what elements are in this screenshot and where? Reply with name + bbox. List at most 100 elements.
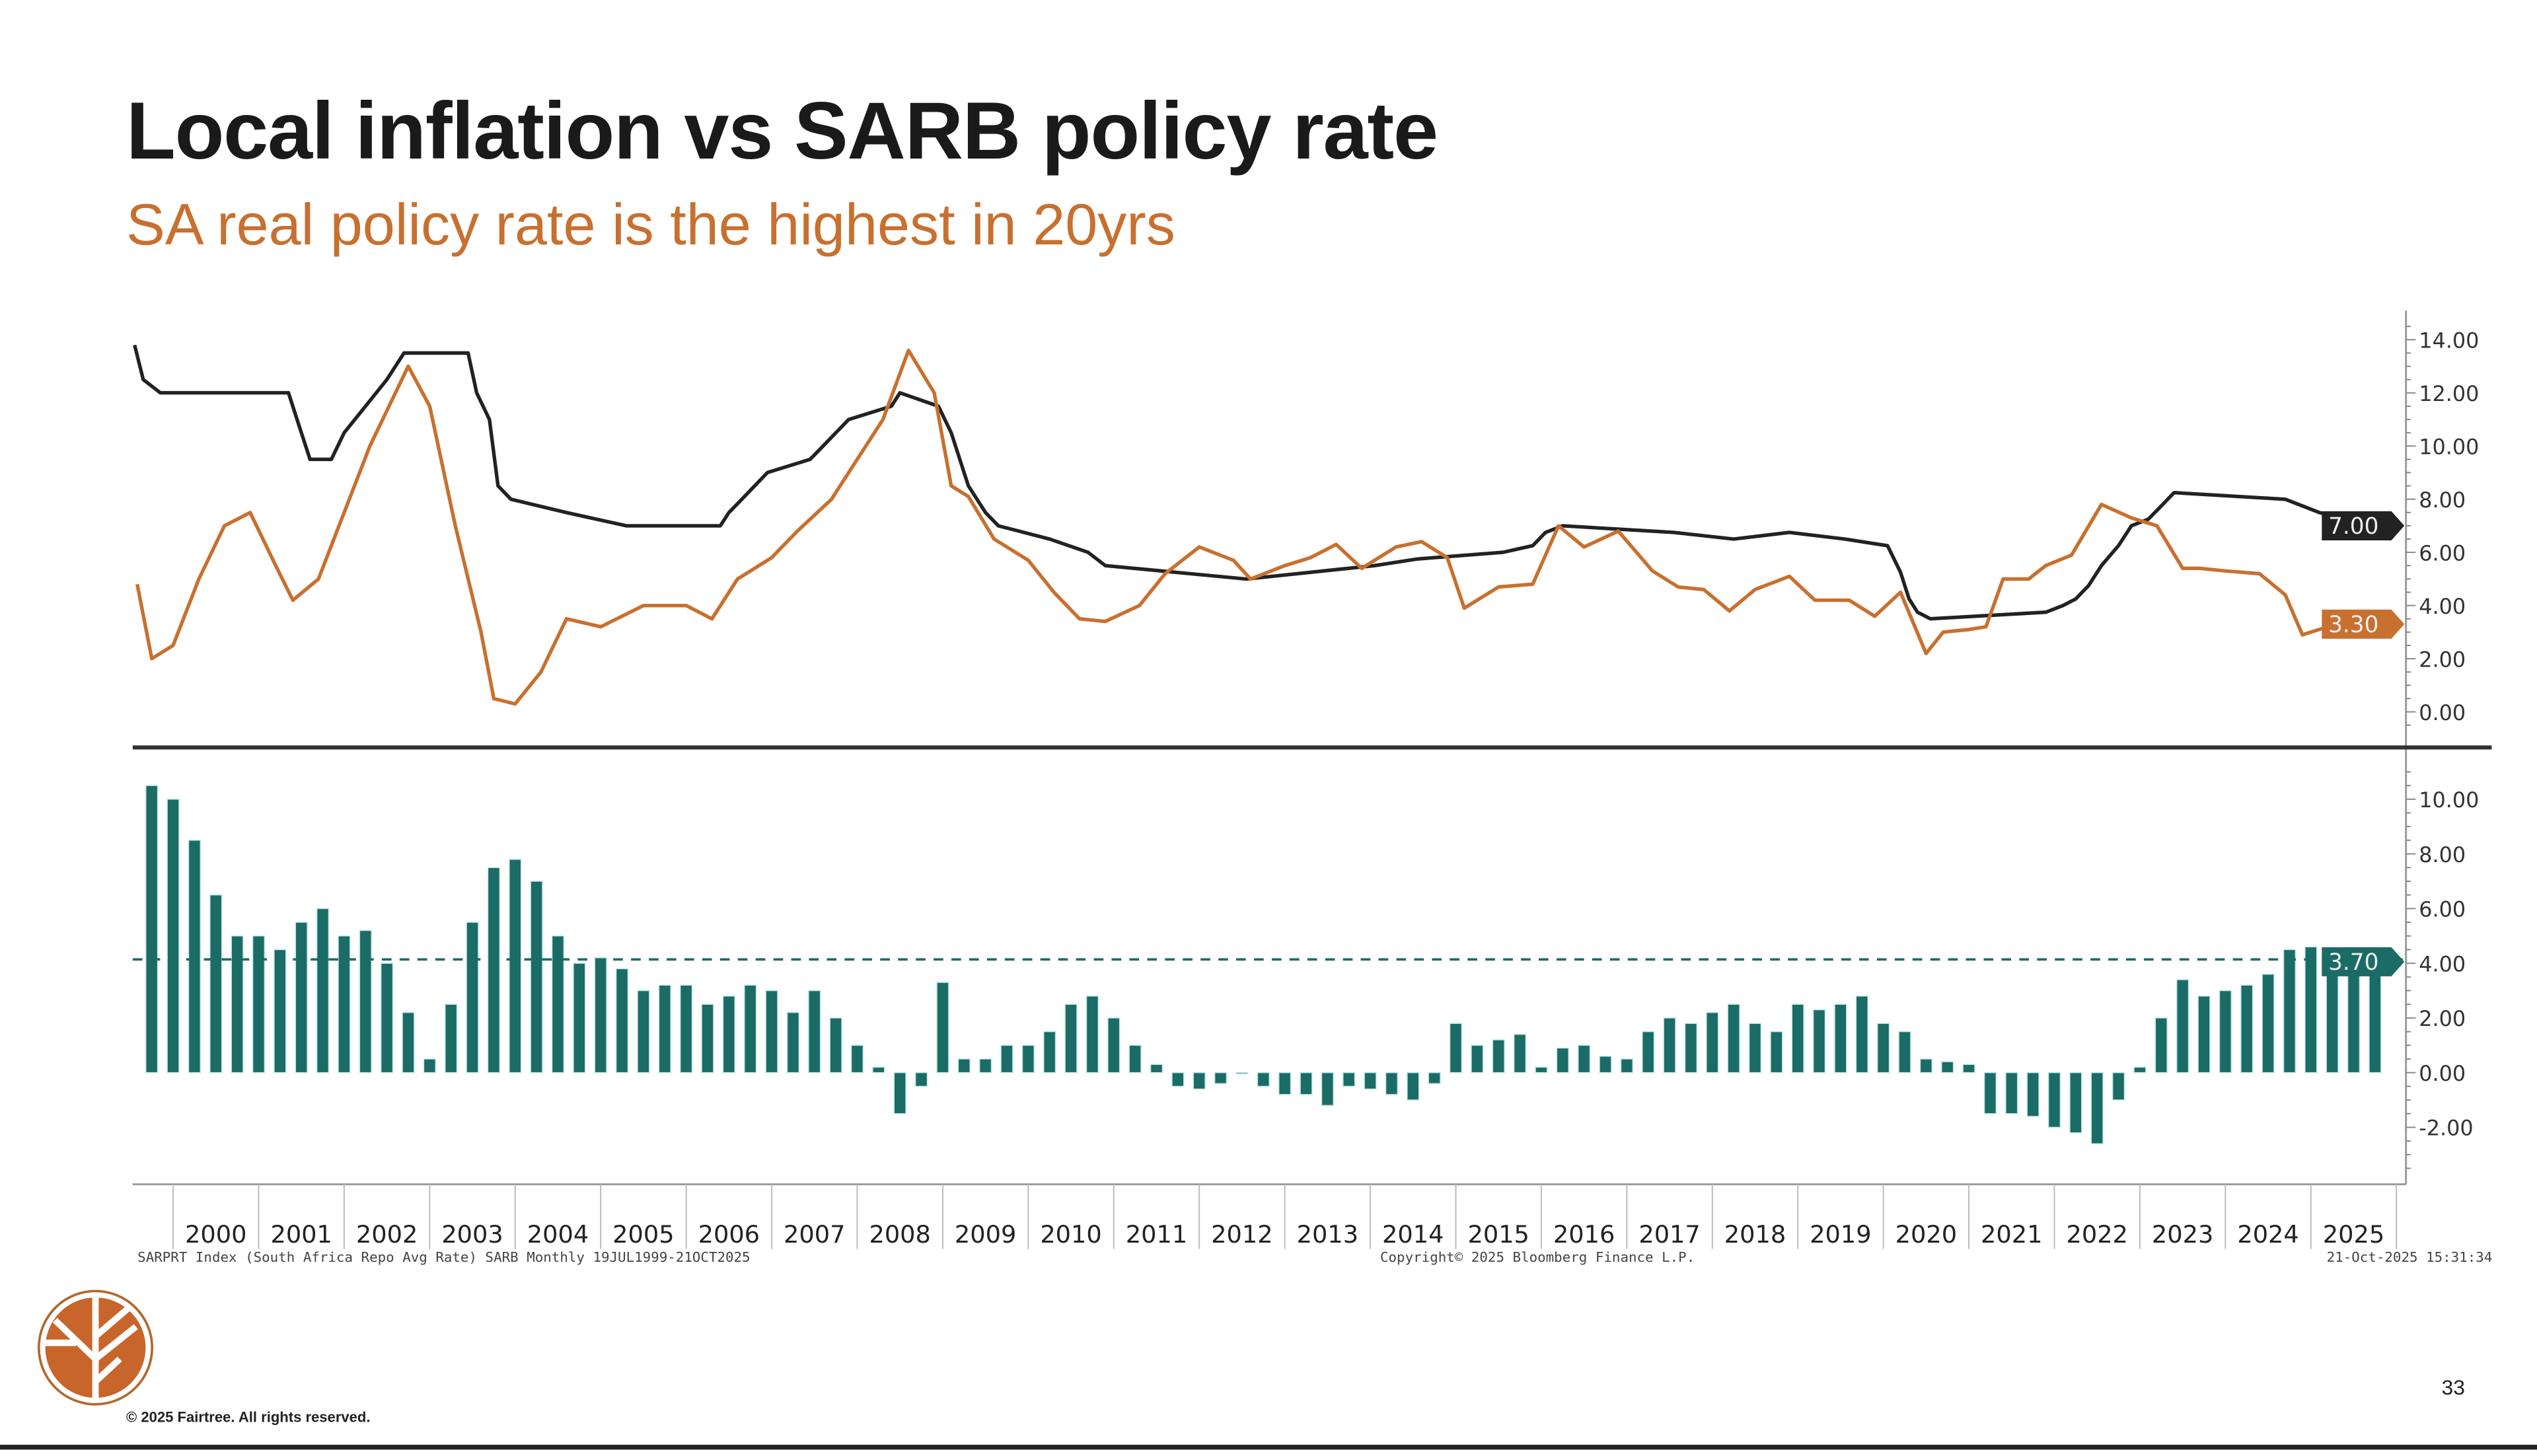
real-rate-bar (1193, 1072, 1206, 1090)
x-tick-label: 2002 (356, 1220, 418, 1249)
real-rate-bar (1471, 1044, 1484, 1074)
y-tick-label-top: 12.00 (2419, 381, 2479, 406)
x-tick-label: 2009 (955, 1220, 1016, 1249)
y-tick-label-bottom: 2.00 (2419, 1006, 2466, 1031)
real-rate-bar (402, 1011, 415, 1074)
real-rate-bar (380, 963, 394, 1074)
real-rate-bar (2069, 1072, 2082, 1134)
real-rate-bar (1364, 1072, 1377, 1090)
x-tick-label: 2020 (1895, 1220, 1957, 1249)
real-rate-bar (1214, 1072, 1228, 1084)
real-rate-bar (252, 935, 266, 1074)
real-rate-bar (1321, 1072, 1334, 1107)
real-rate-bar (2026, 1072, 2040, 1117)
bloomberg-copyright: Copyright© 2025 Bloomberg Finance L.P. (1379, 1251, 1695, 1267)
real-rate-bar (1620, 1058, 1633, 1074)
chart-timestamp: 21-Oct-2025 15:31:34 (2326, 1251, 2493, 1267)
real-rate-bar (1300, 1072, 1313, 1095)
real-rate-bar (1748, 1023, 1762, 1074)
bottom-rule (0, 1444, 2537, 1450)
real-rate-bar (850, 1044, 864, 1074)
cpi-last-value-tag (2322, 609, 2405, 639)
real-rate-bar (338, 935, 351, 1074)
real-rate-bar (1064, 1003, 1078, 1074)
real-rate-bar (2176, 979, 2189, 1074)
copyright: © 2025 Fairtree. All rights reserved. (126, 1409, 371, 1426)
real-rate-bar (359, 929, 372, 1074)
y-tick-label-top: 14.00 (2419, 328, 2479, 353)
y-tick-label-top: 0.00 (2419, 700, 2466, 725)
x-tick-label: 2012 (1211, 1220, 1272, 1249)
real-rate-bar (1235, 1072, 1249, 1075)
real-rate-bar (188, 840, 202, 1074)
real-rate-bar (1684, 1023, 1698, 1074)
real-rate-bar (1085, 996, 1099, 1074)
x-tick-label: 2014 (1382, 1220, 1444, 1249)
x-tick-label: 2000 (185, 1220, 246, 1249)
real-rate-bar (1278, 1072, 1292, 1095)
real-rate-bar (2005, 1072, 2018, 1114)
real-rate-bar (744, 984, 757, 1074)
x-tick-label: 2011 (1126, 1220, 1187, 1249)
real-rate-bar (1727, 1003, 1740, 1074)
page-number: 33 (2441, 1375, 2465, 1400)
real-rate-last-value-tag (2322, 947, 2405, 976)
x-tick-label: 2003 (441, 1220, 503, 1249)
real-rate-bar (1791, 1003, 1804, 1074)
real-rate-bar (679, 984, 693, 1074)
real-rate-bar (2154, 1017, 2168, 1074)
real-rate-bar (487, 867, 501, 1074)
real-rate-bar (423, 1058, 436, 1074)
y-tick-label-top: 10.00 (2419, 434, 2479, 459)
page-title: Local inflation vs SARB policy rate (126, 85, 1438, 176)
real-rate-bar (808, 990, 821, 1074)
real-rate-bar (914, 1072, 928, 1087)
real-rate-bar (1834, 1003, 1847, 1074)
real-rate-bar (615, 968, 629, 1074)
real-rate-bar (2047, 1072, 2061, 1128)
real-rate-bar (2112, 1072, 2125, 1101)
real-rate-bar (637, 990, 650, 1074)
real-rate-bar (1492, 1039, 1505, 1074)
top-panel (132, 310, 2406, 745)
y-tick-label-bottom: 10.00 (2419, 787, 2479, 813)
x-tick-label: 2004 (527, 1220, 589, 1249)
real-rate-bar (2219, 990, 2232, 1074)
x-tick-label: 2021 (1981, 1220, 2042, 1249)
real-rate-bar (829, 1017, 842, 1074)
real-rate-bar (1855, 996, 1868, 1074)
real-rate-bar (274, 949, 287, 1074)
real-rate-bar (1021, 1044, 1035, 1074)
y-tick-label-bottom: 4.00 (2419, 951, 2466, 976)
real-rate-bar (1812, 1009, 1826, 1074)
repo-line (133, 344, 2374, 621)
real-rate-bar (145, 785, 159, 1074)
real-rate-bar (1898, 1031, 1911, 1074)
real-rate-bar (1000, 1044, 1013, 1074)
real-rate-bar (1983, 1072, 1997, 1114)
real-rate-bar (936, 982, 949, 1074)
real-rate-bar (445, 1003, 458, 1074)
y-tick-label-top: 8.00 (2419, 488, 2466, 513)
x-tick-label: 2001 (270, 1220, 332, 1249)
real-rate-bar (1107, 1017, 1121, 1074)
real-rate-bar (2304, 946, 2318, 1074)
real-rate-bar (1919, 1058, 1932, 1074)
real-rate-bar (573, 963, 586, 1074)
cpi-last-value-tag-label: 3.30 (2328, 612, 2378, 638)
x-tick-label: 2007 (784, 1220, 845, 1249)
x-tick-label: 2008 (869, 1220, 930, 1249)
real-rate-bar (658, 984, 671, 1074)
page-subtitle: SA real policy rate is the highest in 20… (126, 190, 1175, 258)
real-rate-bar (1171, 1072, 1185, 1087)
real-rate-bar (1449, 1023, 1463, 1074)
y-tick-label-bottom: 6.00 (2419, 897, 2466, 922)
real-rate-bar (872, 1066, 885, 1074)
real-rate-bar (1128, 1044, 1142, 1074)
real-rate-bar (1941, 1061, 1954, 1074)
real-rate-bar (1599, 1056, 1612, 1074)
x-tick-label: 2023 (2152, 1220, 2213, 1249)
x-tick-label: 2017 (1638, 1220, 1700, 1249)
x-tick-label: 2013 (1297, 1220, 1358, 1249)
x-tick-label: 2005 (612, 1220, 674, 1249)
